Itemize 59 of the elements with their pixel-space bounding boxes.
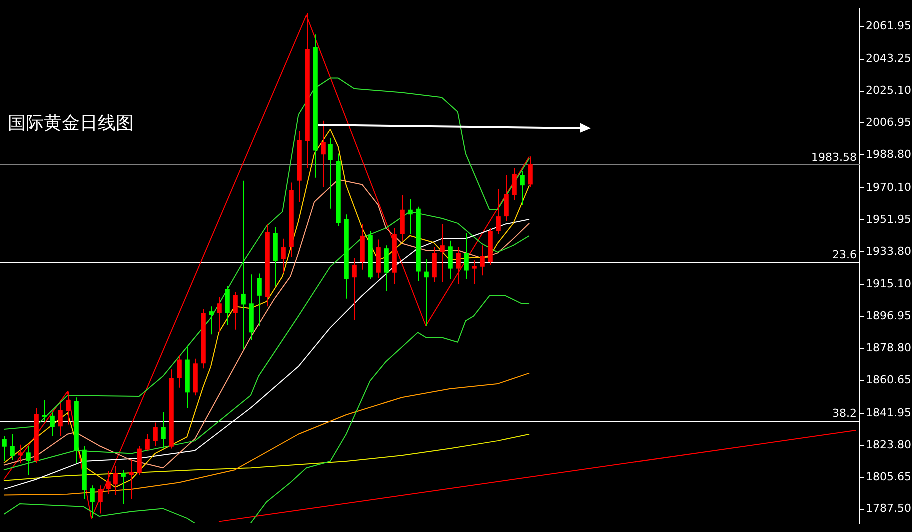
candlestick bbox=[177, 354, 182, 388]
candlestick bbox=[153, 422, 158, 446]
candlestick bbox=[241, 180, 246, 350]
candlestick bbox=[233, 292, 238, 330]
y-tick-label: 1860.65 bbox=[866, 373, 912, 386]
candlestick bbox=[66, 391, 71, 426]
ref-line-label: 1983.58 bbox=[812, 150, 857, 164]
text: 国际黄金日线图 bbox=[8, 112, 134, 135]
candlestick bbox=[440, 224, 445, 283]
y-tick-label: 2006.95 bbox=[866, 116, 912, 130]
candlestick bbox=[480, 245, 485, 276]
annotation: 23.6 bbox=[832, 248, 857, 262]
y-tick-label: 1970.10 bbox=[866, 180, 912, 194]
candlestick bbox=[113, 466, 118, 496]
candlestick bbox=[106, 470, 111, 495]
candlestick bbox=[90, 485, 95, 519]
y-tick-label: 2043.25 bbox=[866, 52, 912, 66]
candlestick bbox=[464, 232, 469, 280]
candlestick bbox=[496, 188, 501, 235]
candlestick bbox=[217, 296, 222, 334]
candlestick bbox=[50, 412, 55, 437]
candlestick bbox=[512, 168, 517, 201]
y-tick-label: 2025.10 bbox=[866, 84, 912, 98]
candlestick bbox=[257, 273, 262, 326]
candlestick bbox=[42, 400, 47, 422]
candlestick bbox=[504, 174, 509, 222]
candlestick bbox=[408, 198, 413, 235]
candlestick bbox=[2, 436, 7, 462]
candlestick bbox=[281, 238, 286, 274]
y-tick-label: 1933.80 bbox=[866, 244, 912, 258]
candlestick bbox=[10, 434, 15, 461]
y-tick-label: 1787.50 bbox=[866, 502, 912, 516]
y-tick-label: 2061.95 bbox=[866, 19, 912, 32]
candlestick bbox=[121, 470, 126, 505]
y-tick-label: 1841.95 bbox=[866, 406, 912, 420]
candlestick bbox=[161, 412, 166, 450]
candlestick bbox=[145, 434, 150, 452]
candlestick bbox=[18, 444, 23, 464]
candlestick bbox=[520, 170, 525, 206]
y-tick-label: 1915.10 bbox=[866, 278, 912, 291]
y-tick-label: 1805.65 bbox=[866, 470, 912, 484]
candlestick bbox=[321, 120, 326, 188]
y-tick-label: 1896.95 bbox=[866, 310, 912, 323]
candlestick bbox=[352, 258, 357, 321]
candlestick bbox=[424, 258, 429, 326]
candlestick bbox=[328, 138, 333, 210]
y-tick-label: 1878.80 bbox=[866, 342, 912, 355]
candlestick bbox=[472, 260, 477, 285]
annotation: 38.2 bbox=[832, 407, 857, 420]
candlestick bbox=[456, 247, 461, 285]
candlestick bbox=[209, 306, 214, 336]
candlestick bbox=[58, 402, 63, 437]
y-tick-label: 1951.95 bbox=[866, 212, 912, 226]
candlestick bbox=[26, 445, 31, 476]
candlestick bbox=[448, 240, 453, 280]
y-tick-label: 1823.80 bbox=[866, 438, 912, 452]
candlestick bbox=[98, 485, 103, 514]
y-tick-label: 1988.80 bbox=[866, 148, 912, 162]
candlestick bbox=[129, 459, 134, 500]
